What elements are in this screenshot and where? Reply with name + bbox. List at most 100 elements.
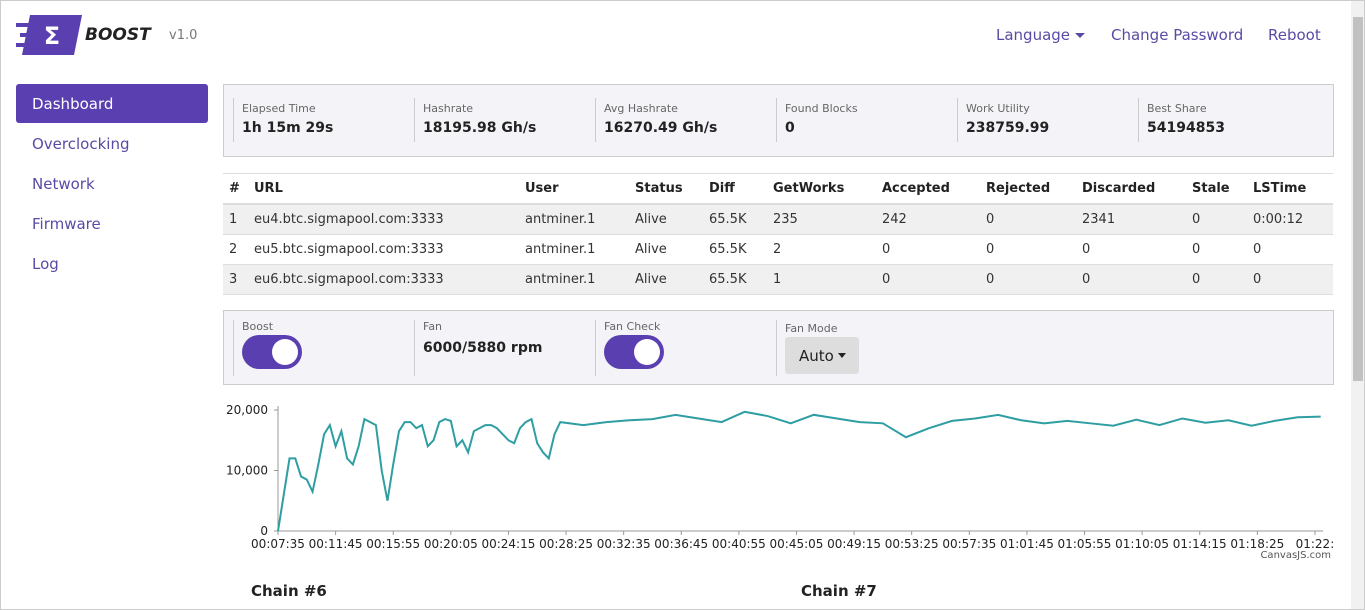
column-header: Discarded [1082,181,1156,196]
stat-label: Hashrate [423,102,474,115]
control-label: Fan Mode [785,322,838,335]
column-header: Status [635,181,683,196]
row-bg [223,205,1333,235]
separator [233,320,234,376]
column-header: Stale [1192,181,1230,196]
table-cell: 2 [773,242,782,257]
column-header: Diff [709,181,735,196]
sidebar-item[interactable]: Network [32,175,95,193]
stat-value: 0 [785,120,795,136]
x-tick-label: 01:22: [1296,537,1335,551]
table-cell: antminer.1 [525,242,596,257]
control-label: Fan Check [604,320,661,333]
x-tick-label: 00:57:35 [942,537,996,551]
table-cell: Alive [635,272,667,287]
separator [776,320,777,376]
table-cell: 0 [986,242,995,257]
logo: Σ [16,15,82,55]
table-cell: eu5.btc.sigmapool.com:3333 [254,242,444,257]
table-cell: 0 [1192,242,1201,257]
chart: 0 10,000 20,000 00:07:35 00:11:45 00:15:55 00:… [226,403,1335,561]
data-line [277,410,1321,532]
stat-value: 1h 15m 29s [242,120,334,136]
x-tick-label: 01:01:45 [1000,537,1054,551]
table-cell: 3 [229,272,238,287]
table-cell: 0 [882,272,891,287]
dropdown-value: Auto [799,347,834,365]
sidebar-item[interactable]: Log [32,255,59,273]
table-cell: Alive [635,242,667,257]
table-cell: 65.5K [709,242,747,257]
table-cell: 0 [1192,212,1201,227]
column-header: User [525,181,559,196]
stat-label: Best Share [1147,102,1207,115]
table-cell: antminer.1 [525,212,596,227]
x-tick-label: 01:18:25 [1230,537,1284,551]
sidebar-item[interactable]: Firmware [32,215,101,233]
x-tick-label: 01:10:05 [1115,537,1169,551]
separator [776,98,777,142]
nav-link[interactable]: Change Password [1111,26,1244,44]
toggle[interactable] [242,335,302,369]
controls-box [223,310,1334,385]
table-cell: 0 [986,212,995,227]
x-tick-label: 00:15:55 [366,537,420,551]
stat-value: 16270.49 Gh/s [604,120,718,136]
row-bg [223,265,1333,295]
x-tick-label: 00:11:45 [309,537,363,551]
control-label: Fan [423,320,443,333]
dropdown[interactable]: Auto [785,337,859,374]
y-tick-label: 0 [260,524,268,538]
stat-label: Found Blocks [785,102,858,115]
version: v1.0 [169,28,198,43]
scrollbar[interactable] [1351,1,1364,609]
table-cell: 0 [882,242,891,257]
x-tick-label: 01:14:15 [1173,537,1227,551]
brand: BOOST [85,25,151,45]
separator [414,320,415,376]
x-tick-label: 00:45:05 [770,537,824,551]
x-tick-label: 00:53:25 [885,537,939,551]
table-cell: 235 [773,212,798,227]
chain-title: Chain #7 [801,582,877,600]
stat-label: Elapsed Time [242,102,316,115]
active-bg [16,84,208,123]
nav-link[interactable]: Language [996,26,1086,44]
table-cell: 0:00:12 [1253,212,1304,227]
column-header: LSTime [1253,181,1307,196]
sidebar-item[interactable]: Dashboard [32,95,114,113]
table-cell: 2341 [1082,212,1116,227]
toggle[interactable] [604,335,664,369]
stat-value: 238759.99 [966,120,1050,136]
chain-title: Chain #6 [251,582,327,600]
table-cell: 2 [229,242,238,257]
separator [595,98,596,142]
stats-box [223,84,1334,157]
separator [957,98,958,142]
column-header: Rejected [986,181,1051,196]
table-cell: Alive [635,212,667,227]
table-head-line [223,203,1333,205]
sidebar-item[interactable]: Overclocking [32,135,130,153]
table-top [223,173,1333,174]
separator [1138,98,1139,142]
control-label: Boost [242,320,274,333]
nav-link[interactable]: Reboot [1268,26,1321,44]
credit: CanvasJS.com [1260,550,1331,561]
x-tick-label: 00:36:45 [654,537,708,551]
separator [595,320,596,376]
table-cell: 0 [1192,272,1201,287]
svg-text:Σ: Σ [44,22,60,50]
table-cell: 1 [229,212,238,227]
column-header: Accepted [882,181,950,196]
x-tick-label: 00:32:35 [597,537,651,551]
column-header: URL [254,181,283,196]
table-cell: 65.5K [709,212,747,227]
x-tick-label: 00:20:05 [424,537,478,551]
control-value: 6000/5880 rpm [423,340,543,356]
table-cell: 0 [1253,272,1262,287]
y-tick-label: 20,000 [226,403,268,417]
table-cell: 0 [986,272,995,287]
table-cell: 0 [1253,242,1262,257]
